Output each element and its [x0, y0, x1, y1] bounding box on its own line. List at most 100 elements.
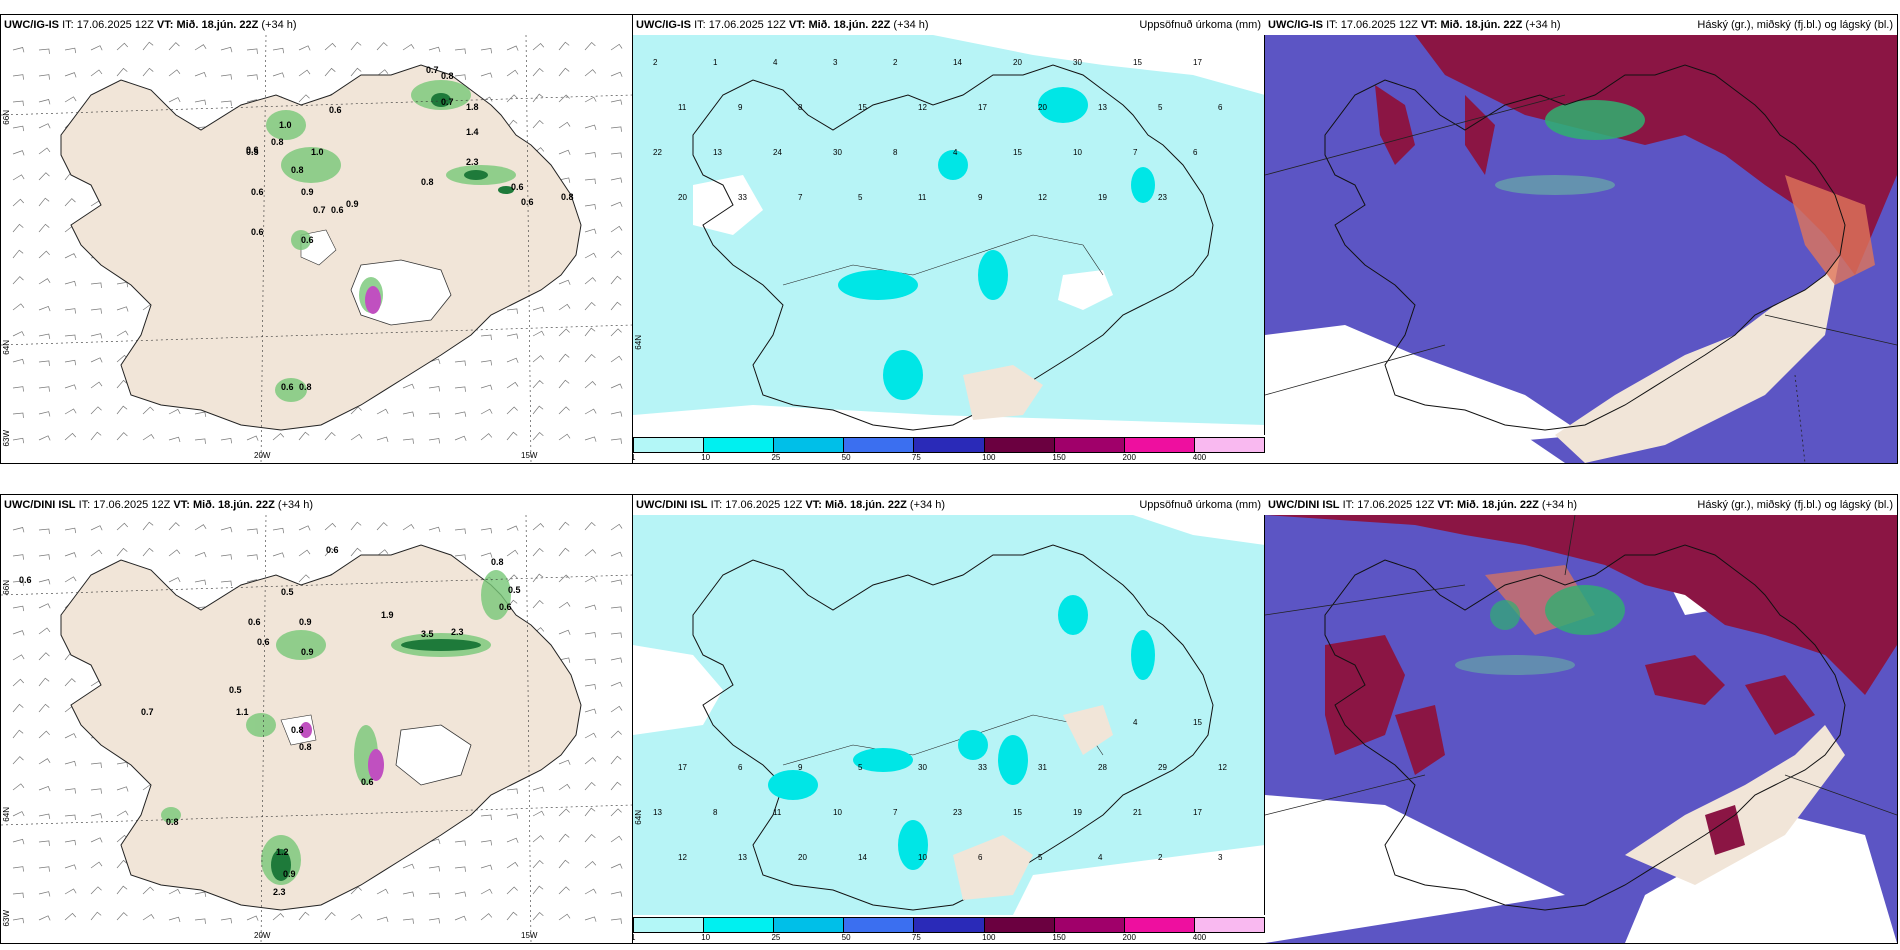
value-label: 30 [1073, 58, 1082, 67]
wind-barb [12, 654, 25, 661]
value-label: 10 [1073, 148, 1082, 157]
value-label: 12 [1038, 193, 1047, 202]
value-label: 0.6 [251, 187, 264, 197]
colorbar-tick: 10 [701, 453, 711, 462]
wind-precip-map: 0.6 0.6 0.8 0.5 0.6 0.9 0.5 0.6 1.9 3.5 2.3 0.6 0.9 0… [1, 515, 632, 943]
wind-barb [324, 912, 336, 921]
lon-label: 20W [254, 931, 271, 940]
wind-barb [350, 433, 363, 441]
wind-barb [532, 93, 544, 103]
wind-barb [90, 357, 103, 363]
wind-barb [428, 412, 440, 419]
wind-barb [194, 524, 207, 531]
value-label: 15 [858, 103, 867, 112]
wind-barb [194, 579, 207, 586]
wind-barb [38, 48, 50, 54]
wind-barb [428, 918, 440, 924]
wind-barb [116, 522, 129, 531]
colorbar-cell [1124, 438, 1195, 452]
map-title: Uppsöfnuð úrkoma (mm) [1139, 499, 1261, 511]
wind-barb [116, 281, 129, 288]
wind-barb [480, 814, 492, 821]
it-label: IT: [1326, 19, 1338, 31]
panel-bottom-left: UWC/DINI ISL IT: 17.06.2025 12Z VT: Mið.… [0, 494, 633, 944]
wind-barb [38, 813, 51, 820]
model-name: UWC/IG-IS [1268, 19, 1323, 31]
value-label: 14 [953, 58, 962, 67]
wind-barb [558, 629, 571, 635]
wind-barb [12, 249, 24, 259]
wind-barb [64, 308, 76, 314]
value-label: 6 [1218, 103, 1223, 112]
value-label: 4 [1133, 718, 1138, 727]
wind-barb [90, 381, 103, 389]
wind-barb [168, 69, 181, 77]
wind-barb [12, 358, 25, 365]
wind-barb [610, 835, 623, 843]
wind-barb [38, 891, 51, 897]
wind-barb [12, 47, 25, 53]
colorbar-tick: 400 [1192, 933, 1207, 942]
lead-time: (+34 h) [277, 499, 314, 511]
wind-barb [350, 67, 362, 77]
wind-barb [402, 918, 414, 924]
it-label: IT: [1342, 499, 1355, 511]
value-label: 0.8 [291, 165, 304, 175]
colorbar-cell [704, 438, 775, 452]
wind-barb [532, 67, 544, 77]
value-label: 0.5 [229, 685, 242, 695]
value-label: 12 [918, 103, 927, 112]
wind-barb [90, 837, 103, 843]
wind-barb [90, 45, 103, 51]
wind-barb [610, 606, 622, 612]
wind-barb [168, 522, 180, 531]
wind-barb [12, 386, 24, 392]
wind-barb [584, 522, 596, 531]
wind-barb [38, 197, 50, 207]
wind-barb [584, 888, 597, 895]
grid-lines [1, 515, 632, 943]
value-label: 5 [858, 193, 863, 202]
wind-barb [12, 100, 24, 106]
value-label: 0.8 [299, 382, 312, 392]
value-label: 10 [833, 808, 842, 817]
wind-barb [64, 334, 76, 340]
accum-heavy [768, 595, 1155, 870]
vt-label: VT: [788, 19, 806, 31]
wind-barb [506, 406, 518, 415]
lat-label: 64N [2, 340, 11, 355]
value-label: 7 [1133, 148, 1138, 157]
wind-barb [428, 526, 441, 533]
wind-barb [610, 43, 623, 51]
wind-barb [38, 703, 50, 713]
wind-barb [480, 360, 492, 366]
wind-barb [532, 431, 544, 441]
value-label: 0.9 [299, 617, 312, 627]
wind-barb [532, 547, 544, 557]
lead-time: (+34 h) [1525, 19, 1561, 31]
wind-barb [90, 886, 102, 895]
colorbar-tick: 100 [982, 933, 996, 942]
wind-barb [454, 554, 466, 560]
wind-barb [584, 228, 597, 234]
value-label: 9 [978, 193, 983, 202]
wind-barb [142, 406, 154, 415]
value-label: 0.9 [346, 199, 359, 209]
wind-barb [558, 279, 571, 285]
wind-barb [220, 46, 233, 53]
wind-barb [38, 579, 51, 585]
wind-barb [610, 863, 623, 869]
lead-time: (+34 h) [1541, 499, 1578, 511]
wind-barb [454, 411, 467, 417]
precip-colorbar: 1 10 25 50 75 100 150 200 400 [633, 435, 1265, 463]
vt-value: Mið. 18.jún. 22Z [1456, 499, 1539, 511]
wind-barb [480, 864, 493, 870]
value-label: 12 [1218, 763, 1227, 772]
wind-barb [532, 330, 545, 337]
value-label: 0.5 [281, 587, 294, 597]
wind-barb [532, 306, 545, 312]
wind-barb [298, 431, 310, 441]
wind-barb [610, 705, 623, 713]
value-label: 1.1 [236, 707, 249, 717]
